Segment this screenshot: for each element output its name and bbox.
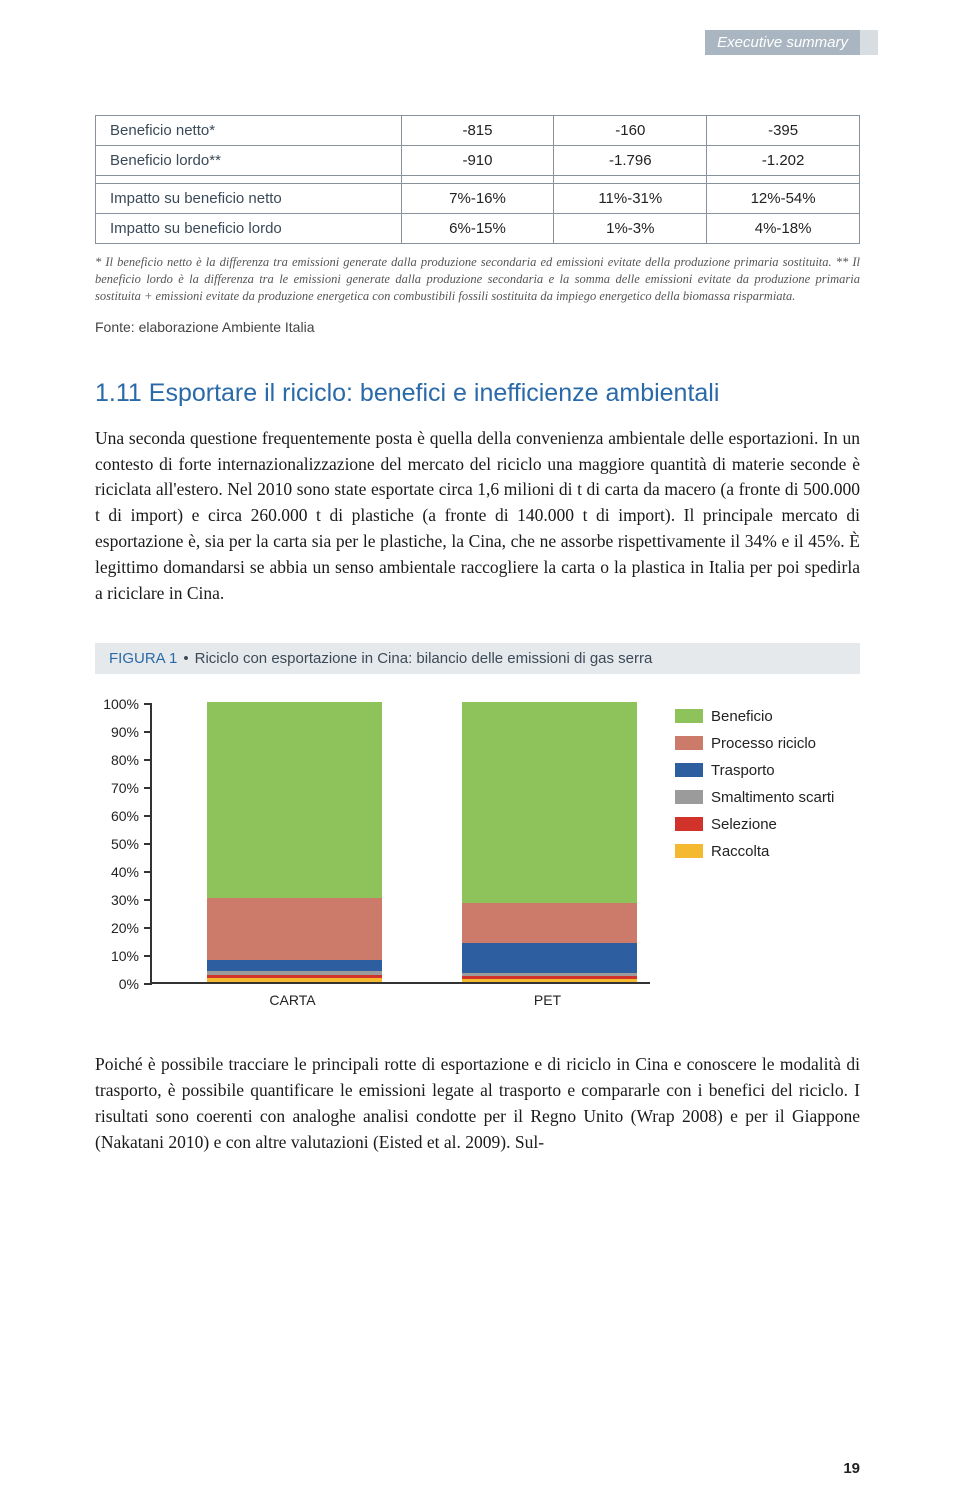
legend-item: Processo riciclo — [675, 735, 834, 752]
table-row: Beneficio netto* -815 -160 -395 — [96, 116, 860, 146]
row-label: Beneficio lordo** — [96, 146, 402, 176]
x-tick-label: CARTA — [205, 992, 380, 1008]
table-row: Impatto su beneficio lordo 6%-15% 1%-3% … — [96, 214, 860, 244]
legend-item: Raccolta — [675, 843, 834, 860]
y-tick-label: 30% — [111, 892, 139, 908]
bar-segment-processo — [207, 898, 382, 960]
legend-item: Beneficio — [675, 708, 834, 725]
y-tick-label: 10% — [111, 948, 139, 964]
y-tick — [144, 871, 152, 873]
y-tick-label: 60% — [111, 808, 139, 824]
cell: 6%-15% — [401, 214, 554, 244]
bar-segment-processo — [462, 903, 637, 942]
x-tick-label: PET — [460, 992, 635, 1008]
y-tick — [144, 955, 152, 957]
y-tick — [144, 983, 152, 985]
legend-swatch — [675, 709, 703, 723]
cell: 11%-31% — [554, 184, 707, 214]
bullet-icon: • — [183, 650, 188, 667]
chart-legend: Beneficio Processo riciclo Trasporto Smalti… — [675, 708, 834, 870]
legend-label: Processo riciclo — [711, 735, 816, 752]
y-tick-label: 20% — [111, 920, 139, 936]
y-tick-label: 0% — [119, 976, 139, 992]
row-label: Impatto su beneficio netto — [96, 184, 402, 214]
legend-label: Beneficio — [711, 708, 773, 725]
chart-area: 0%10%20%30%40%50%60%70%80%90%100% CARTAP… — [95, 704, 655, 1024]
y-tick-label: 70% — [111, 780, 139, 796]
stacked-bar — [207, 702, 382, 982]
cell: 1%-3% — [554, 214, 707, 244]
y-tick — [144, 731, 152, 733]
legend-item: Trasporto — [675, 762, 834, 779]
legend-item: Smaltimento scarti — [675, 789, 834, 806]
cell: 7%-16% — [401, 184, 554, 214]
bar-segment-raccolta — [207, 978, 382, 982]
bar-segment-trasporto — [207, 960, 382, 971]
y-tick — [144, 759, 152, 761]
chart-container: 0%10%20%30%40%50%60%70%80%90%100% CARTAP… — [95, 704, 860, 1024]
y-tick — [144, 843, 152, 845]
legend-swatch — [675, 817, 703, 831]
legend-swatch — [675, 763, 703, 777]
row-label: Beneficio netto* — [96, 116, 402, 146]
section-title: 1.11 Esportare il riciclo: benefici e in… — [95, 379, 860, 408]
figure-label: FIGURA 1 — [109, 650, 177, 667]
legend-item: Selezione — [675, 816, 834, 833]
cell: 12%-54% — [707, 184, 860, 214]
legend-label: Selezione — [711, 816, 777, 833]
cell: -395 — [707, 116, 860, 146]
section-number: 1.11 — [95, 379, 142, 407]
figure-caption-bar: FIGURA 1 • Riciclo con esportazione in C… — [95, 643, 860, 674]
table-source: Fonte: elaborazione Ambiente Italia — [95, 319, 860, 335]
cell: -1.796 — [554, 146, 707, 176]
stacked-bar — [462, 702, 637, 982]
bar-segment-beneficio — [462, 702, 637, 904]
y-tick-label: 40% — [111, 864, 139, 880]
cell: 4%-18% — [707, 214, 860, 244]
cell: -815 — [401, 116, 554, 146]
bar-segment-trasporto — [462, 943, 637, 974]
legend-swatch — [675, 844, 703, 858]
row-label: Impatto su beneficio lordo — [96, 214, 402, 244]
cell: -910 — [401, 146, 554, 176]
plot-area — [150, 704, 650, 984]
section-heading: Esportare il riciclo: benefici e ineffic… — [149, 379, 720, 407]
bar-segment-beneficio — [207, 702, 382, 898]
cell: -160 — [554, 116, 707, 146]
y-tick-label: 80% — [111, 752, 139, 768]
cell: -1.202 — [707, 146, 860, 176]
legend-label: Trasporto — [711, 762, 775, 779]
y-tick-label: 100% — [103, 696, 139, 712]
legend-label: Raccolta — [711, 843, 769, 860]
y-tick — [144, 899, 152, 901]
header-tag: Executive summary — [705, 30, 860, 55]
legend-swatch — [675, 790, 703, 804]
legend-label: Smaltimento scarti — [711, 789, 834, 806]
page-number: 19 — [843, 1460, 860, 1477]
y-tick-label: 90% — [111, 724, 139, 740]
figure-caption: Riciclo con esportazione in Cina: bilanc… — [195, 650, 653, 667]
y-tick — [144, 815, 152, 817]
bar-segment-raccolta — [462, 979, 637, 982]
legend-swatch — [675, 736, 703, 750]
table-row: Beneficio lordo** -910 -1.796 -1.202 — [96, 146, 860, 176]
y-axis-labels: 0%10%20%30%40%50%60%70%80%90%100% — [95, 704, 145, 984]
bottom-paragraph: Poiché è possibile tracciare le principa… — [95, 1052, 860, 1156]
table-row: Impatto su beneficio netto 7%-16% 11%-31… — [96, 184, 860, 214]
data-table: Beneficio netto* -815 -160 -395 Benefici… — [95, 115, 860, 244]
y-tick-label: 50% — [111, 836, 139, 852]
body-paragraph: Una seconda questione frequentemente pos… — [95, 426, 860, 607]
y-tick — [144, 927, 152, 929]
y-tick — [144, 787, 152, 789]
table-footnote: * Il beneficio netto è la differenza tra… — [95, 254, 860, 305]
y-tick — [144, 703, 152, 705]
